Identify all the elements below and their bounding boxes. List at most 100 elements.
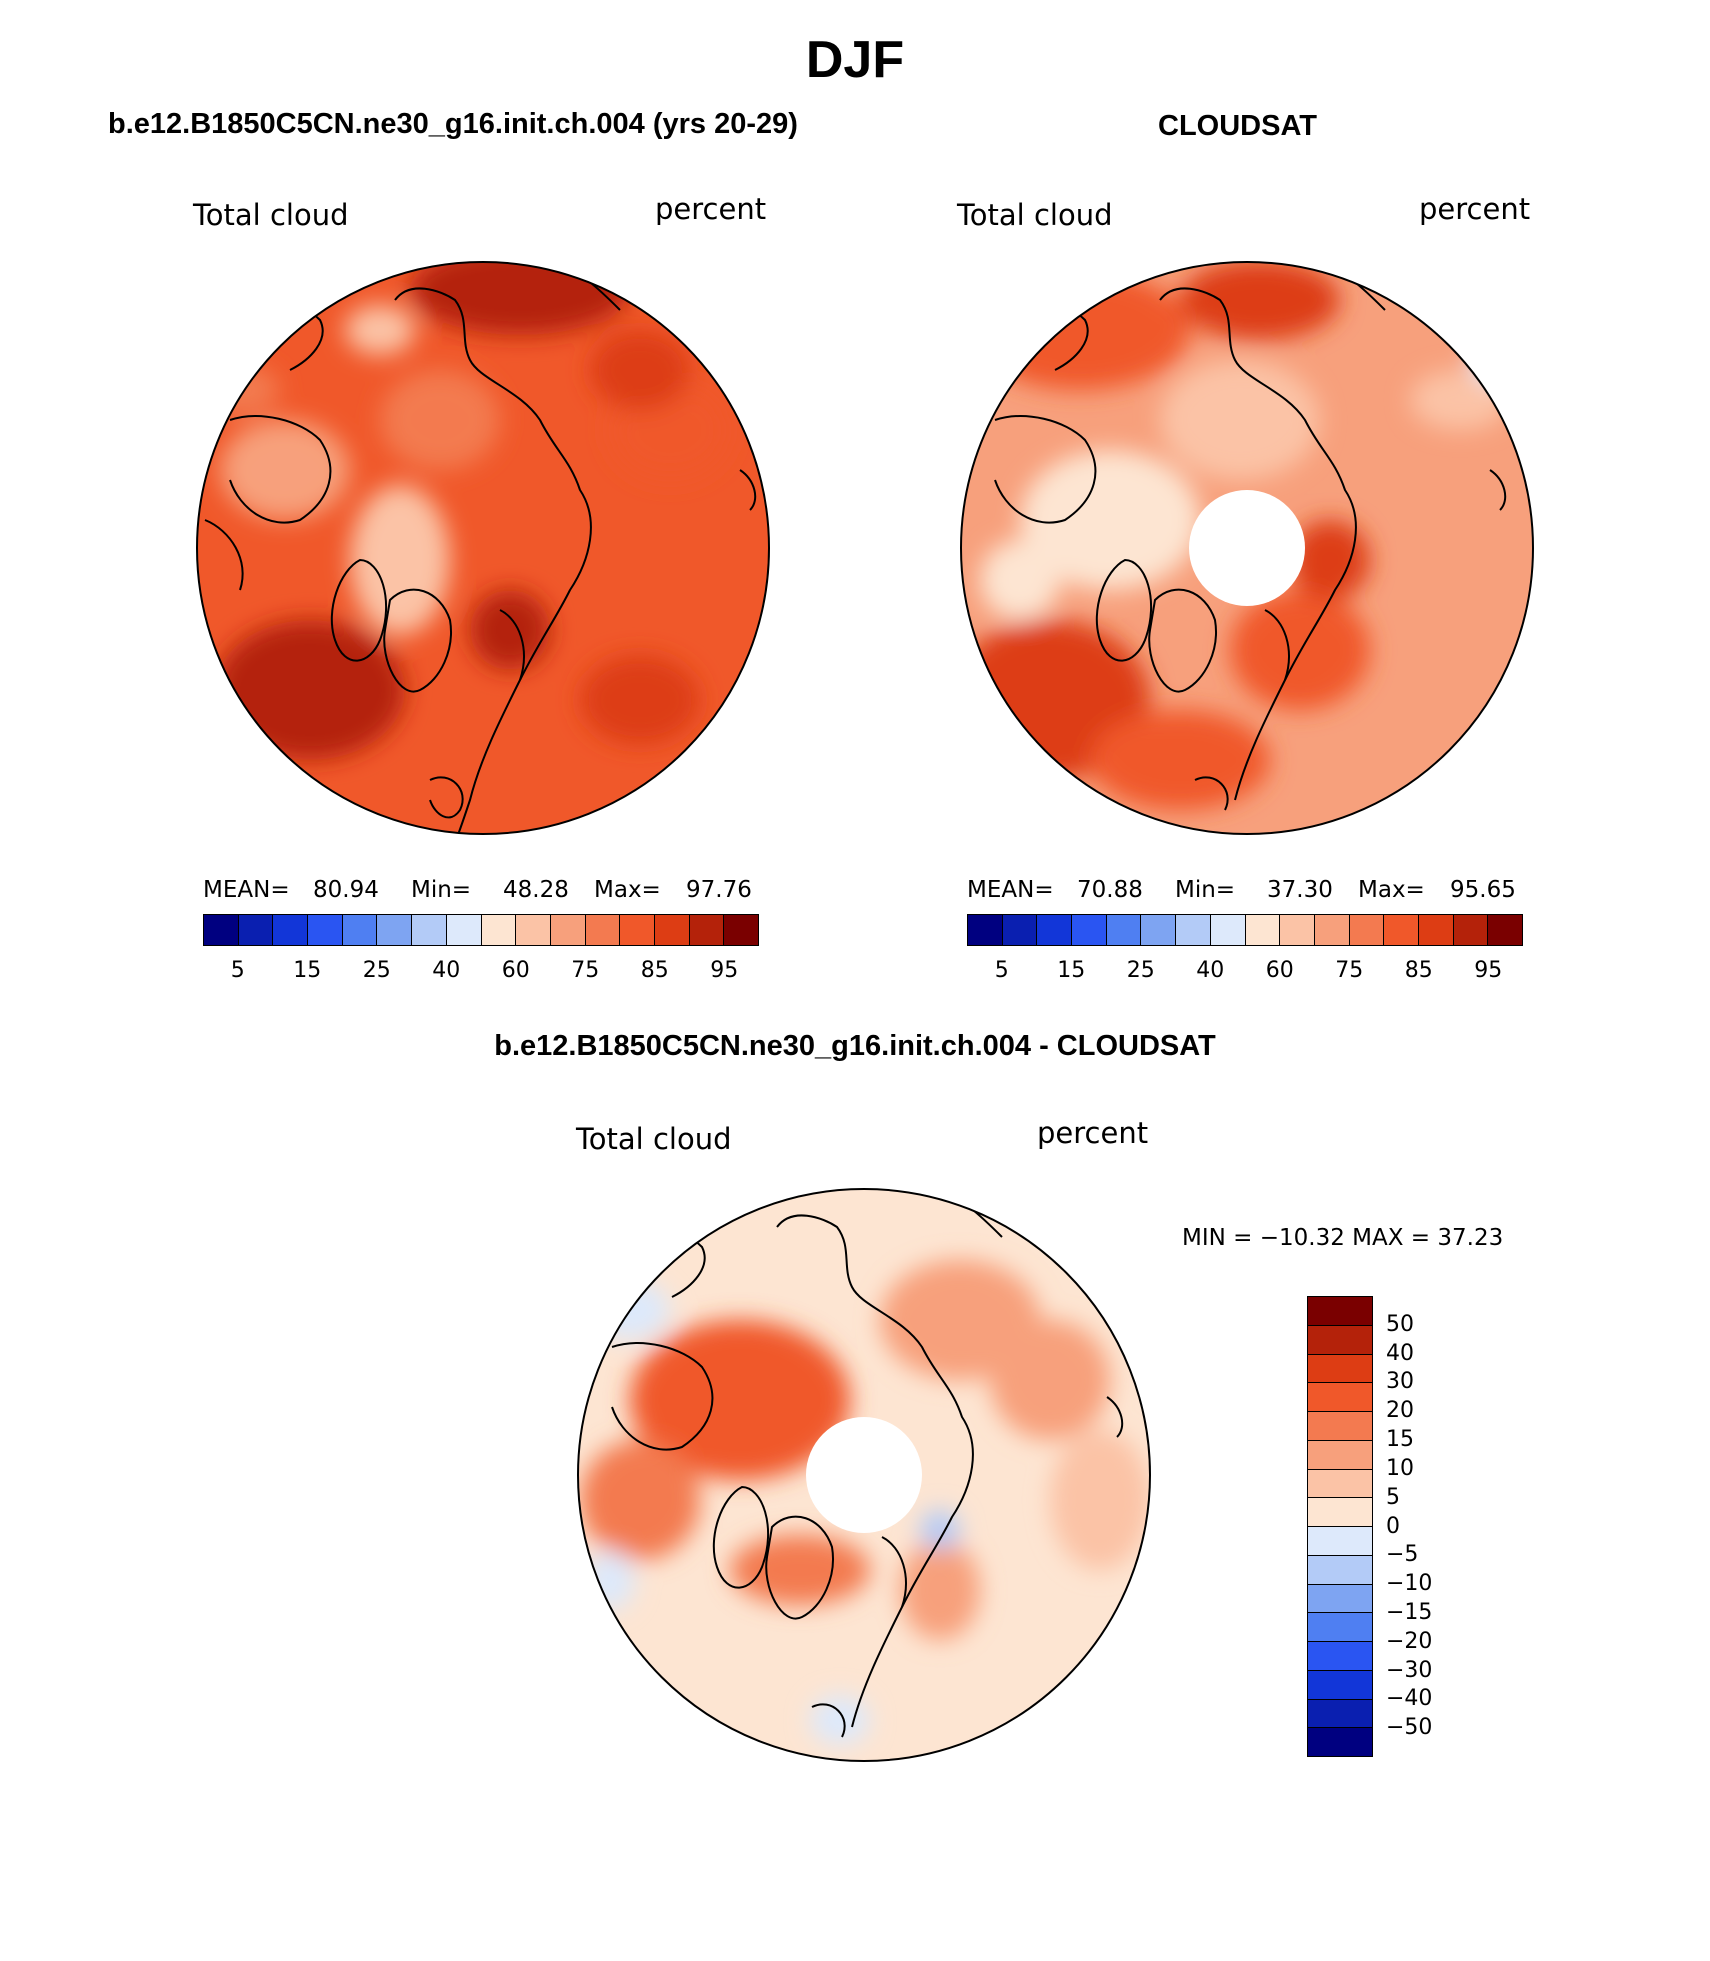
colorbar-tick-label: 5 (230, 958, 245, 983)
panel1-title: b.e12.B1850C5CN.ne30_g16.init.ch.004 (yr… (108, 108, 798, 140)
colorbar-tick-label: −50 (1386, 1715, 1433, 1741)
colorbar-swatch (1418, 915, 1454, 945)
colorbar-cloudsat (967, 914, 1523, 946)
colorbar-tick-label: −5 (1386, 1542, 1419, 1568)
colorbar-swatch (1384, 915, 1419, 945)
colorbar-swatch (377, 915, 413, 945)
diff-panel-title: b.e12.B1850C5CN.ne30_g16.init.ch.004 - C… (494, 1030, 1216, 1062)
colorbar-difference (1307, 1296, 1373, 1757)
panel2-left-label: Total cloud (957, 198, 1113, 232)
colorbar-swatch (1488, 915, 1522, 945)
colorbar-tick-label: 40 (1386, 1340, 1414, 1366)
colorbar-swatch (1106, 915, 1142, 945)
panel2-title: CLOUDSAT (1158, 110, 1317, 142)
colorbar-tick-label: 25 (362, 958, 391, 983)
colorbar-tick-label: −15 (1386, 1599, 1433, 1625)
colorbar-swatch (1349, 915, 1385, 945)
colorbar-tick-label: −40 (1386, 1686, 1433, 1712)
colorbar-tick-label: −20 (1386, 1628, 1433, 1654)
colorbar-tick-label: 15 (1386, 1427, 1414, 1453)
colorbar-swatch (1453, 915, 1489, 945)
colorbar-tick-label: 40 (432, 958, 461, 983)
figure-title: DJF (805, 31, 905, 89)
colorbar-swatch (1308, 1469, 1372, 1499)
colorbar-swatch (1308, 1383, 1372, 1412)
colorbar-tick-label: 0 (1386, 1513, 1400, 1539)
colorbar-swatch (1308, 1440, 1372, 1470)
colorbar-swatch (1141, 915, 1177, 945)
diff-right-label: percent (1037, 1116, 1149, 1150)
diff-stats: MIN = −10.32 MAX = 37.23 (1182, 1225, 1504, 1251)
colorbar-swatch (481, 915, 517, 945)
panel1-max-label: Max= (594, 877, 661, 903)
panel1-max-value: 97.76 (686, 877, 752, 903)
colorbar-swatch (1280, 915, 1315, 945)
colorbar-tick-label: 75 (571, 958, 600, 983)
colorbar-swatch (1176, 915, 1211, 945)
colorbar-tick-label: 30 (1386, 1369, 1414, 1395)
difference-map (578, 1189, 1150, 1761)
colorbar-swatch (1072, 915, 1107, 945)
difference-map-border (577, 1188, 1151, 1762)
panel2-mean-value: 70.88 (1077, 877, 1143, 903)
cloudsat-map-border (960, 261, 1534, 835)
colorbar-swatch (1308, 1527, 1372, 1556)
colorbar-tick-label: 10 (1386, 1455, 1414, 1481)
model-map-border (196, 261, 770, 835)
colorbar-swatch (1308, 1325, 1372, 1355)
colorbar-swatch (1308, 1670, 1372, 1700)
colorbar-swatch (238, 915, 274, 945)
colorbar-swatch (1245, 915, 1281, 945)
model-map (197, 262, 769, 834)
colorbar-swatch (516, 915, 551, 945)
colorbar-swatch (1308, 1642, 1372, 1671)
colorbar-model (203, 914, 759, 946)
panel2-max-label: Max= (1358, 877, 1425, 903)
colorbar-swatch (273, 915, 309, 945)
colorbar-swatch (550, 915, 586, 945)
colorbar-tick-label: 5 (994, 958, 1009, 983)
cloudsat-map (961, 262, 1533, 834)
colorbar-tick-label: 5 (1386, 1484, 1400, 1510)
colorbar-tick-label: 60 (1265, 958, 1294, 983)
colorbar-swatch (1308, 1297, 1372, 1326)
colorbar-tick-label: 85 (640, 958, 669, 983)
colorbar-swatch (1308, 1412, 1372, 1441)
colorbar-tick-label: 50 (1386, 1311, 1414, 1337)
panel2-right-label: percent (1419, 192, 1531, 226)
colorbar-swatch (1210, 915, 1246, 945)
panel1-right-label: percent (655, 192, 767, 226)
colorbar-swatch (585, 915, 621, 945)
colorbar-tick-label: 20 (1386, 1398, 1414, 1424)
colorbar-swatch (446, 915, 482, 945)
colorbar-swatch (204, 915, 239, 945)
colorbar-tick-label: 15 (1057, 958, 1086, 983)
colorbar-swatch (1308, 1498, 1372, 1527)
colorbar-tick-label: 60 (501, 958, 530, 983)
colorbar-swatch (1314, 915, 1350, 945)
colorbar-swatch (1308, 1699, 1372, 1729)
colorbar-swatch (1308, 1613, 1372, 1642)
colorbar-tick-label: 15 (293, 958, 322, 983)
panel1-min-label: Min= (411, 877, 472, 903)
panel1-left-label: Total cloud (193, 198, 349, 232)
panel1-min-value: 48.28 (503, 877, 569, 903)
panel2-max-value: 95.65 (1450, 877, 1516, 903)
colorbar-tick-label: 95 (1474, 958, 1503, 983)
colorbar-swatch (1037, 915, 1073, 945)
panel2-min-label: Min= (1175, 877, 1236, 903)
panel1-mean-label: MEAN= (203, 877, 290, 903)
colorbar-swatch (1308, 1354, 1372, 1384)
colorbar-swatch (1308, 1728, 1372, 1756)
colorbar-swatch (968, 915, 1003, 945)
colorbar-swatch (412, 915, 447, 945)
colorbar-tick-label: −30 (1386, 1657, 1433, 1683)
colorbar-tick-label: 85 (1404, 958, 1433, 983)
colorbar-tick-label: 75 (1335, 958, 1364, 983)
colorbar-swatch (342, 915, 378, 945)
colorbar-tick-label: 95 (710, 958, 739, 983)
colorbar-tick-label: −10 (1386, 1571, 1433, 1597)
diff-left-label: Total cloud (576, 1122, 732, 1156)
panel2-min-value: 37.30 (1267, 877, 1333, 903)
